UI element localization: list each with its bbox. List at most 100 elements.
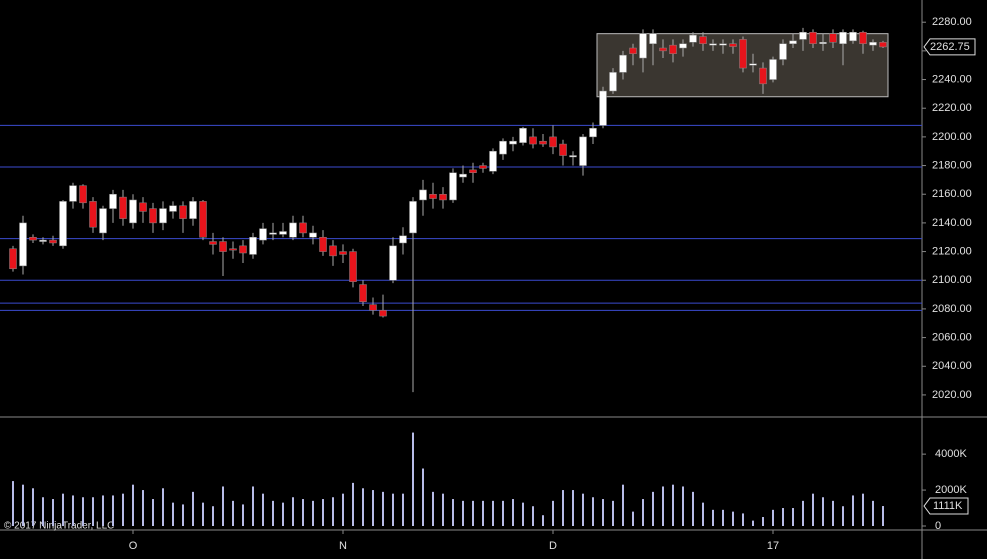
candle-body xyxy=(689,34,697,43)
volume-bar xyxy=(142,490,144,526)
candle-body xyxy=(789,40,797,44)
volume-bar xyxy=(472,500,474,526)
candle-body xyxy=(579,136,587,166)
volume-bar xyxy=(512,499,514,526)
volume-bar xyxy=(92,497,94,526)
candle-body xyxy=(89,201,97,228)
candle-body xyxy=(479,165,487,169)
price-marker-label: 2262.75 xyxy=(930,41,970,53)
candle-body xyxy=(299,222,307,234)
volume-bar xyxy=(382,491,384,526)
candle-body xyxy=(529,136,537,145)
y-tick-label: 4000K xyxy=(935,448,967,460)
candle-body xyxy=(629,47,637,54)
volume-bar xyxy=(102,495,104,526)
candle-body xyxy=(189,201,197,219)
y-tick-label: 2240.00 xyxy=(932,73,972,85)
volume-bar xyxy=(72,495,74,526)
volume-bar xyxy=(812,493,814,526)
candle-body xyxy=(489,150,497,172)
candle-body xyxy=(339,251,347,255)
volume-marker xyxy=(923,497,969,515)
candle-body xyxy=(119,196,127,219)
volume-bar xyxy=(582,493,584,526)
candle-body xyxy=(429,193,437,199)
volume-bar xyxy=(862,493,864,526)
y-tick-label: 2180.00 xyxy=(932,159,972,171)
volume-bar xyxy=(572,490,574,526)
volume-bar xyxy=(622,484,624,526)
x-tick-label: O xyxy=(129,540,138,552)
volume-bar xyxy=(332,497,334,526)
volume-bar xyxy=(712,509,714,526)
volume-bar xyxy=(682,486,684,526)
volume-bar xyxy=(132,484,134,526)
candle-body xyxy=(19,222,27,267)
price-marker xyxy=(923,38,976,56)
candle-body xyxy=(279,231,287,235)
candle-body xyxy=(409,201,417,234)
candle-body xyxy=(679,43,687,49)
volume-bar xyxy=(742,513,744,526)
candle-body xyxy=(739,39,747,69)
volume-bar xyxy=(732,511,734,526)
candle-body xyxy=(369,304,377,311)
volume-bar xyxy=(802,500,804,526)
volume-bar xyxy=(192,491,194,526)
x-tick-label: D xyxy=(549,540,557,552)
volume-bar xyxy=(62,493,64,526)
volume-bar xyxy=(532,506,534,526)
volume-bar xyxy=(632,511,634,526)
candle-body xyxy=(559,143,567,156)
candle-body xyxy=(649,33,657,44)
volume-bar xyxy=(262,493,264,526)
candle-body xyxy=(779,43,787,60)
volume-bar xyxy=(542,515,544,526)
candle-body xyxy=(69,185,77,202)
volume-bar xyxy=(772,509,774,526)
candle-body xyxy=(749,63,757,66)
candle-body xyxy=(129,199,137,224)
candle-body xyxy=(389,245,397,281)
volume-bar xyxy=(402,493,404,526)
candle-body xyxy=(859,31,867,44)
volume-bar xyxy=(502,500,504,526)
candle-body xyxy=(109,193,117,209)
volume-bar xyxy=(182,504,184,526)
volume-bar xyxy=(172,502,174,526)
candle-body xyxy=(459,173,467,178)
volume-bar xyxy=(312,500,314,526)
volume-bar xyxy=(352,482,354,526)
candle-body xyxy=(309,232,317,238)
candle-body xyxy=(399,235,407,244)
y-tick-label: 2060.00 xyxy=(932,331,972,343)
y-tick-label: 2040.00 xyxy=(932,360,972,372)
candle-body xyxy=(539,140,547,145)
volume-bar xyxy=(602,499,604,526)
volume-bar xyxy=(702,502,704,526)
candle-body xyxy=(169,205,177,212)
candle-body xyxy=(79,185,87,204)
volume-bar xyxy=(692,491,694,526)
volume-bar xyxy=(152,499,154,526)
volume-bar xyxy=(722,509,724,526)
candle-body xyxy=(569,155,577,158)
candle-body xyxy=(149,208,157,224)
volume-bar xyxy=(302,499,304,526)
volume-bar xyxy=(652,491,654,526)
candle-body xyxy=(179,205,187,219)
volume-bar xyxy=(52,499,54,526)
candle-body xyxy=(719,43,727,46)
candle-body xyxy=(849,31,857,42)
y-tick-label: 2280.00 xyxy=(932,16,972,28)
volume-bar xyxy=(242,504,244,526)
volume-bar xyxy=(342,493,344,526)
volume-bar xyxy=(882,506,884,526)
candle-body xyxy=(229,248,237,251)
candle-body xyxy=(879,42,887,48)
candle-body xyxy=(829,33,837,43)
volume-bar xyxy=(222,486,224,526)
volume-bar xyxy=(22,484,24,526)
x-tick-label: 17 xyxy=(767,540,779,552)
volume-bar xyxy=(552,500,554,526)
